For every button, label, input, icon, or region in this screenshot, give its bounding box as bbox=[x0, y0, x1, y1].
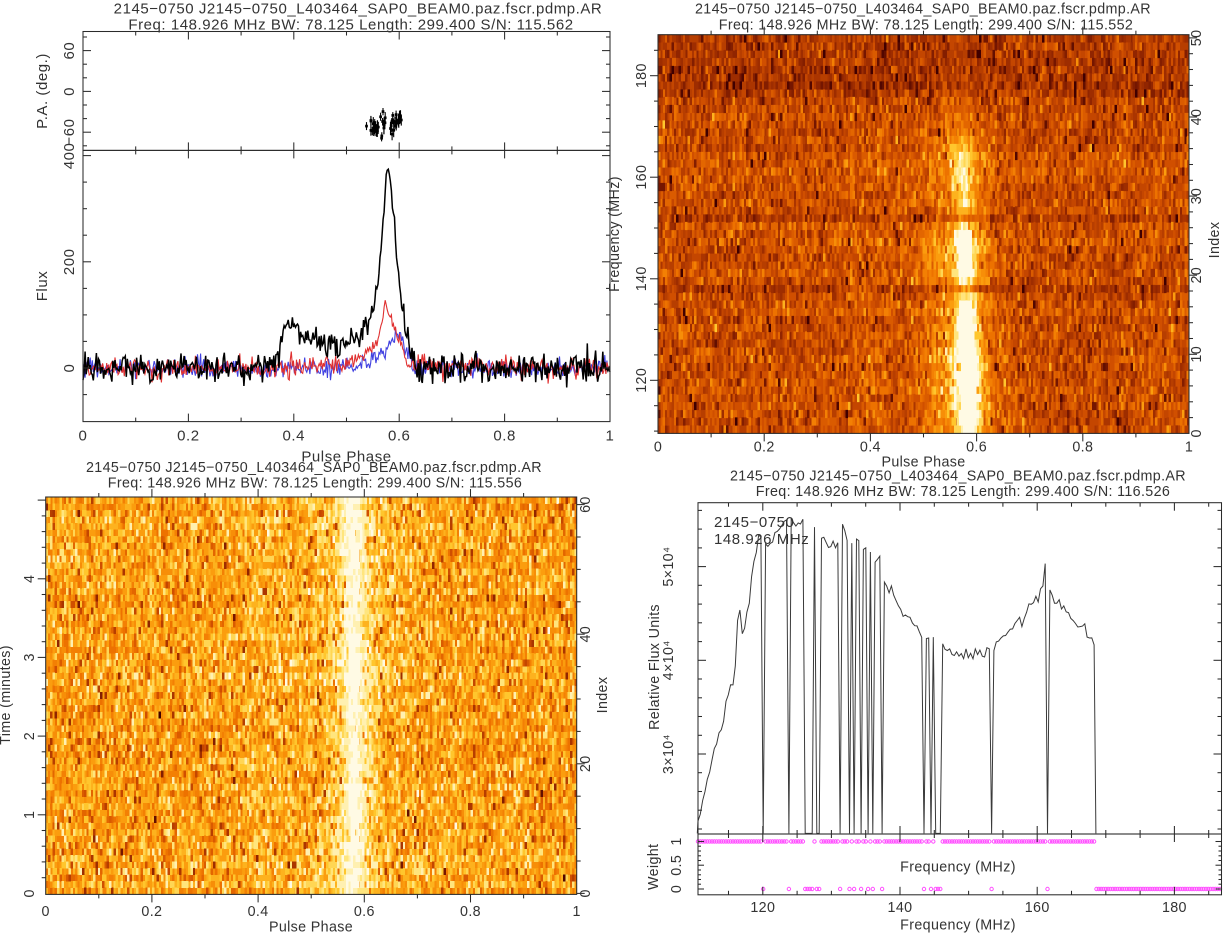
svg-text:Frequency (MHz): Frequency (MHz) bbox=[900, 917, 1016, 933]
svg-text:1: 1 bbox=[606, 427, 615, 444]
svg-text:Freq: 148.926 MHz BW: 78.125 L: Freq: 148.926 MHz BW: 78.125 Length: 299… bbox=[128, 17, 573, 34]
svg-text:0.8: 0.8 bbox=[1072, 439, 1093, 455]
svg-text:3: 3 bbox=[22, 653, 38, 661]
svg-text:1: 1 bbox=[669, 837, 685, 845]
svg-text:Freq: 148.926 MHz BW: 78.125 L: Freq: 148.926 MHz BW: 78.125 Length: 299… bbox=[719, 18, 1133, 34]
svg-text:Index: Index bbox=[1207, 222, 1223, 259]
svg-text:Weight: Weight bbox=[646, 844, 662, 890]
svg-text:0.4: 0.4 bbox=[283, 427, 306, 444]
svg-text:Relative Flux Units: Relative Flux Units bbox=[647, 604, 663, 730]
svg-text:2145−0750 J2145−0750_L403464_S: 2145−0750 J2145−0750_L403464_SAP0_BEAM0.… bbox=[86, 460, 542, 476]
svg-text:Index: Index bbox=[595, 677, 611, 714]
svg-text:0.6: 0.6 bbox=[354, 904, 375, 920]
svg-text:10: 10 bbox=[1189, 346, 1205, 363]
svg-text:40: 40 bbox=[578, 626, 594, 643]
svg-text:60: 60 bbox=[61, 42, 78, 60]
svg-text:0: 0 bbox=[79, 427, 88, 444]
svg-text:−60: −60 bbox=[61, 118, 78, 145]
svg-text:Time (minutes): Time (minutes) bbox=[0, 645, 14, 745]
svg-text:4×10⁴: 4×10⁴ bbox=[661, 640, 677, 680]
svg-text:160: 160 bbox=[1025, 900, 1050, 916]
svg-text:1: 1 bbox=[1185, 439, 1193, 455]
svg-text:0: 0 bbox=[654, 439, 662, 455]
svg-text:200: 200 bbox=[61, 248, 78, 275]
svg-text:0.8: 0.8 bbox=[460, 904, 481, 920]
svg-text:0.8: 0.8 bbox=[493, 427, 516, 444]
svg-text:0: 0 bbox=[61, 87, 78, 96]
svg-text:0.4: 0.4 bbox=[248, 904, 269, 920]
svg-text:2145−0750 J2145−0750_L403464_S: 2145−0750 J2145−0750_L403464_SAP0_BEAM0.… bbox=[695, 2, 1151, 18]
svg-text:Pulse Phase: Pulse Phase bbox=[301, 449, 391, 466]
svg-text:0: 0 bbox=[42, 904, 50, 920]
svg-text:0: 0 bbox=[669, 885, 685, 893]
svg-text:5×10⁴: 5×10⁴ bbox=[661, 547, 677, 587]
svg-text:0.6: 0.6 bbox=[966, 439, 987, 455]
svg-text:40: 40 bbox=[1189, 109, 1205, 126]
svg-text:2145−0750 J2145−0750_L403464_S: 2145−0750 J2145−0750_L403464_SAP0_BEAM0.… bbox=[730, 469, 1186, 485]
svg-text:180: 180 bbox=[634, 63, 650, 88]
svg-text:Freq: 148.926 MHz BW: 78.125 L: Freq: 148.926 MHz BW: 78.125 Length: 299… bbox=[756, 484, 1170, 500]
svg-text:0.6: 0.6 bbox=[388, 427, 411, 444]
svg-text:2145−0750: 2145−0750 bbox=[714, 514, 794, 531]
svg-text:Freq: 148.926 MHz BW: 78.125 L: Freq: 148.926 MHz BW: 78.125 Length: 299… bbox=[108, 476, 522, 492]
svg-text:0: 0 bbox=[578, 889, 594, 897]
svg-text:0.4: 0.4 bbox=[860, 439, 881, 455]
svg-text:0: 0 bbox=[22, 889, 38, 897]
svg-text:140: 140 bbox=[888, 900, 913, 916]
svg-text:Frequency (MHz): Frequency (MHz) bbox=[607, 176, 623, 292]
svg-text:180: 180 bbox=[1162, 900, 1187, 916]
svg-text:2145−0750 J2145−0750_L403464_S: 2145−0750 J2145−0750_L403464_SAP0_BEAM0.… bbox=[114, 1, 603, 18]
svg-text:60: 60 bbox=[578, 496, 594, 513]
svg-text:1: 1 bbox=[22, 811, 38, 819]
svg-text:0.5: 0.5 bbox=[669, 855, 685, 876]
svg-text:Flux: Flux bbox=[34, 271, 51, 302]
svg-text:120: 120 bbox=[634, 368, 650, 393]
svg-text:Frequency (MHz): Frequency (MHz) bbox=[900, 860, 1016, 876]
svg-text:0: 0 bbox=[61, 364, 78, 373]
svg-text:0.2: 0.2 bbox=[177, 427, 200, 444]
svg-text:50: 50 bbox=[1189, 30, 1205, 47]
svg-text:148.926 MHz: 148.926 MHz bbox=[714, 531, 809, 548]
svg-text:1: 1 bbox=[573, 904, 581, 920]
svg-text:2: 2 bbox=[22, 732, 38, 740]
svg-text:0.2: 0.2 bbox=[141, 904, 162, 920]
svg-text:0.2: 0.2 bbox=[754, 439, 775, 455]
svg-text:120: 120 bbox=[750, 900, 775, 916]
svg-text:Pulse Phase: Pulse Phase bbox=[881, 455, 965, 471]
svg-text:140: 140 bbox=[634, 266, 650, 291]
svg-text:0: 0 bbox=[1189, 429, 1205, 437]
svg-text:20: 20 bbox=[578, 755, 594, 772]
svg-text:3×10⁴: 3×10⁴ bbox=[661, 734, 677, 774]
svg-text:4: 4 bbox=[22, 575, 38, 583]
svg-text:400: 400 bbox=[61, 143, 78, 170]
svg-text:Pulse Phase: Pulse Phase bbox=[269, 920, 353, 936]
svg-text:160: 160 bbox=[634, 165, 650, 190]
svg-text:20: 20 bbox=[1189, 267, 1205, 284]
svg-text:30: 30 bbox=[1189, 188, 1205, 205]
svg-text:P.A. (deg.): P.A. (deg.) bbox=[34, 53, 51, 129]
